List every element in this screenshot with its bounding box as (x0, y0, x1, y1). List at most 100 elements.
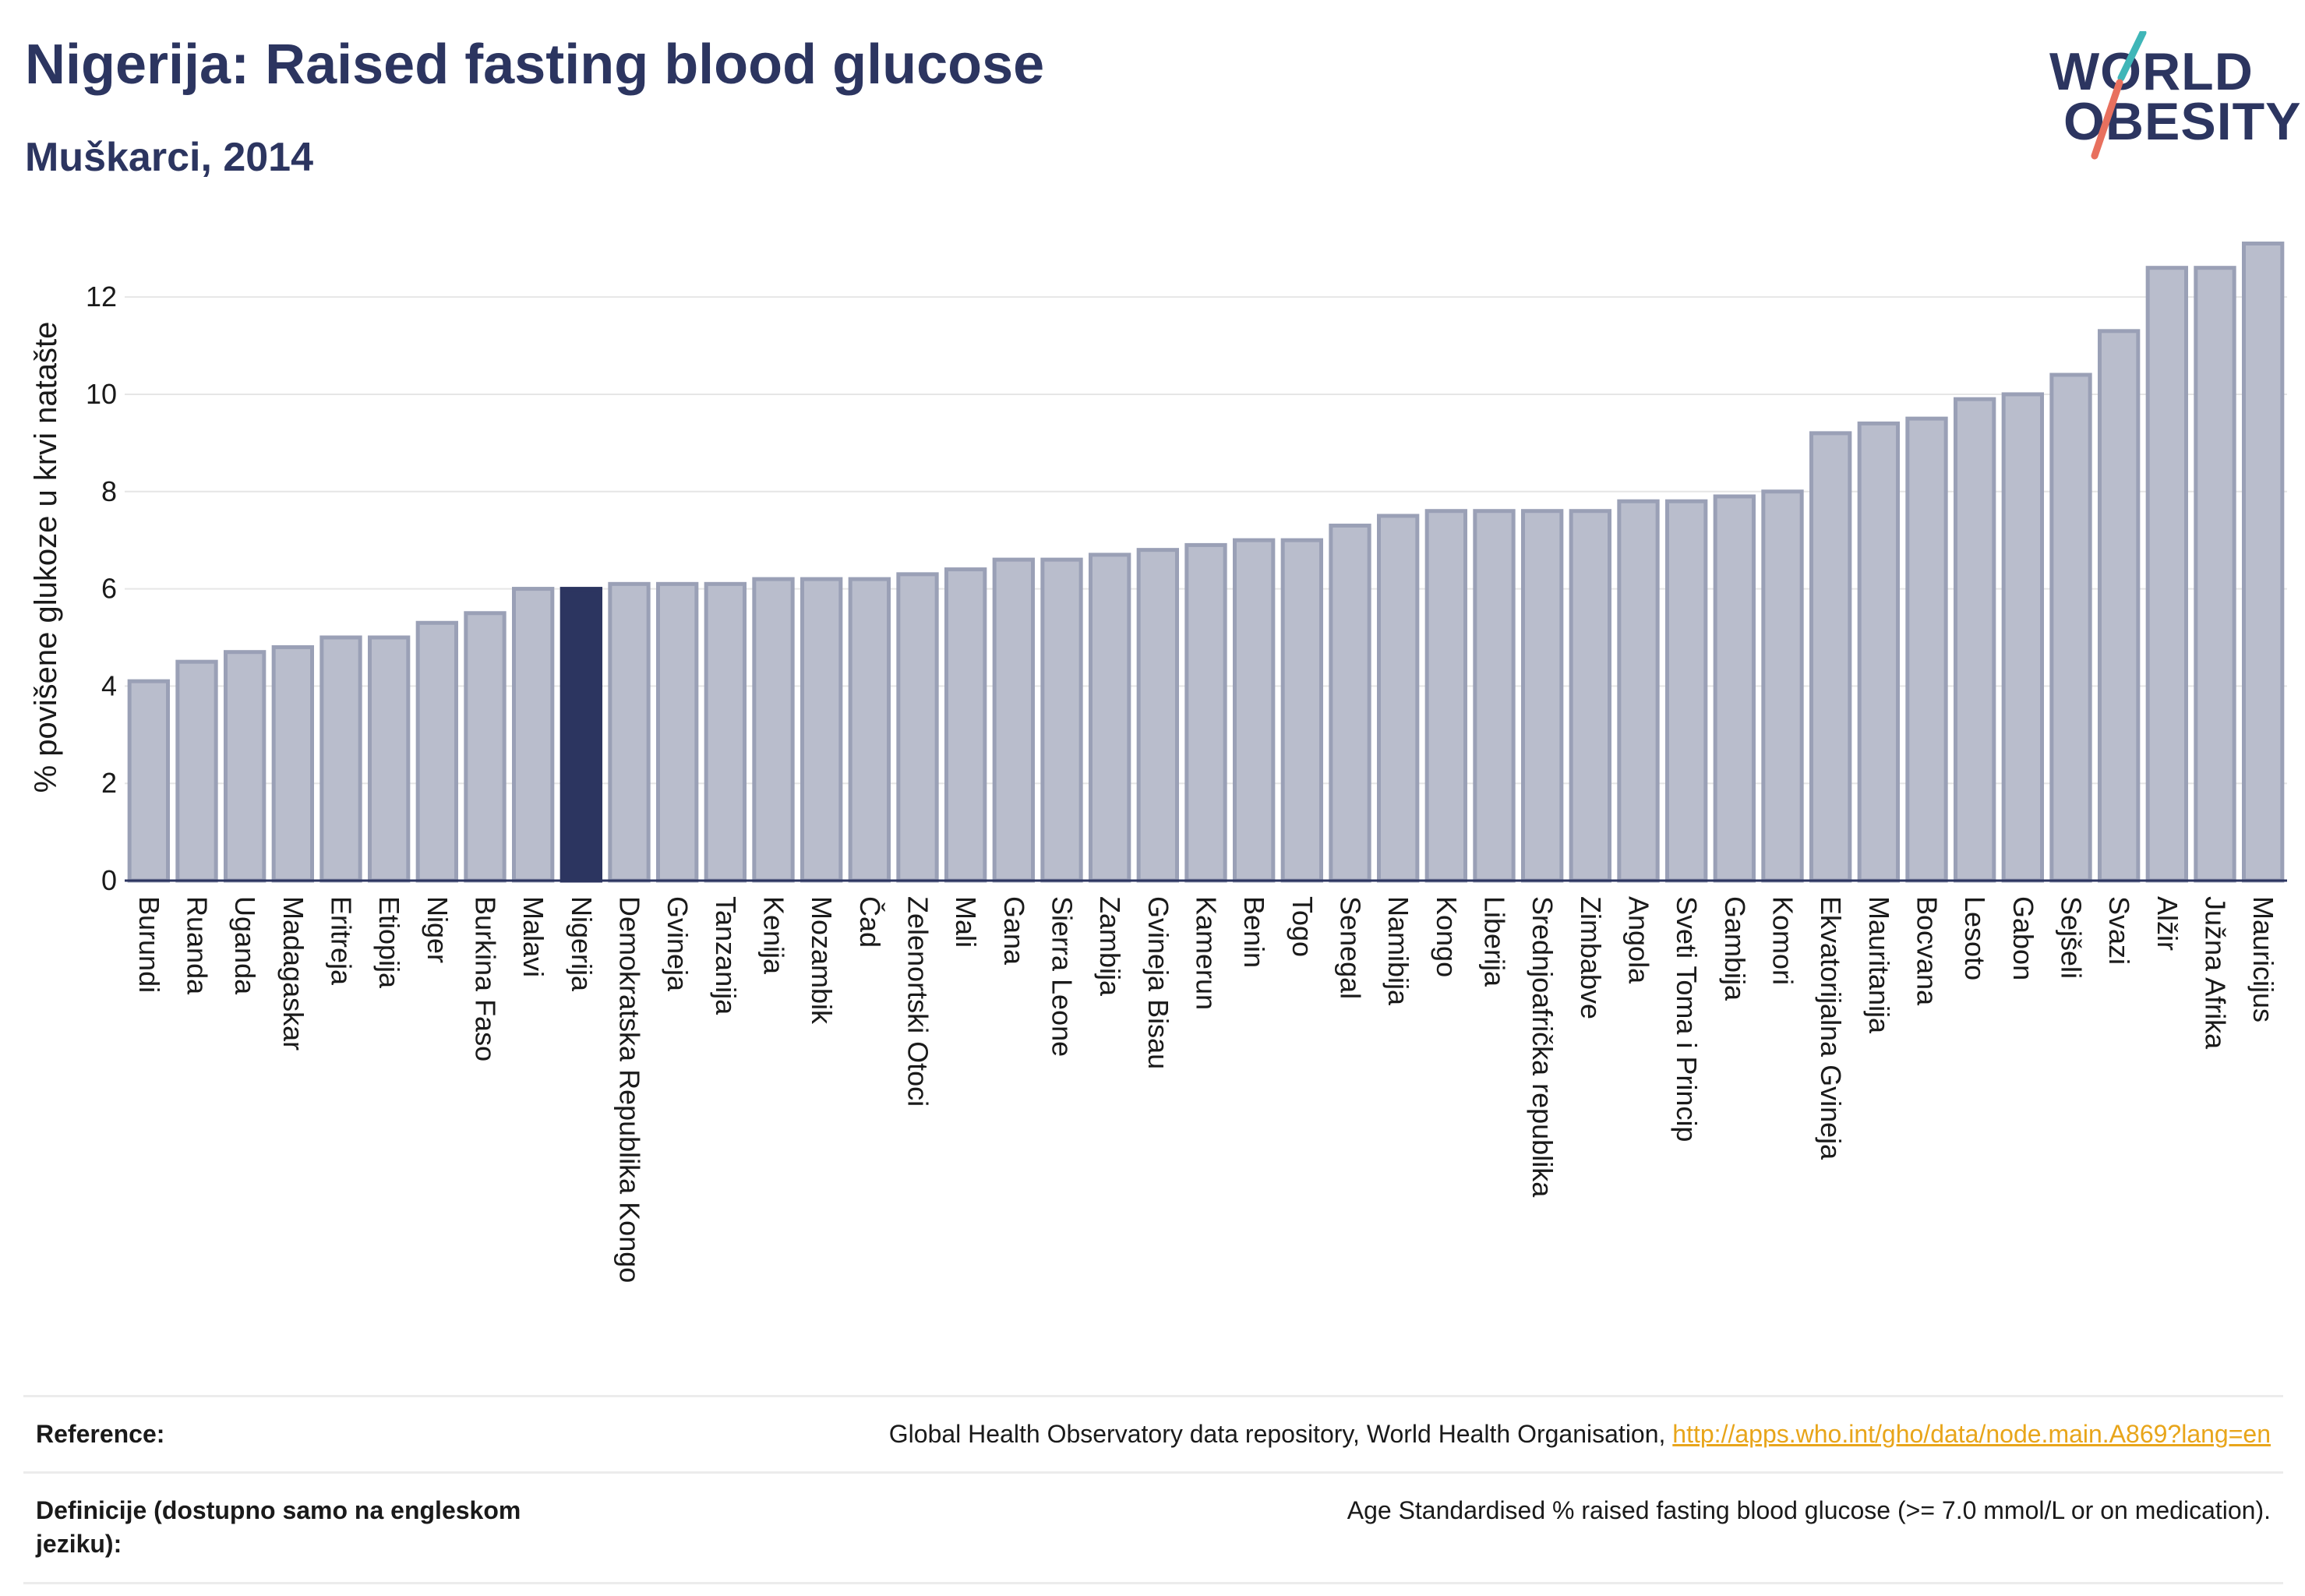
x-tick-label: Uganda (229, 896, 261, 995)
bar-mauricijus (2242, 241, 2285, 883)
bar-južna-afrika (2194, 266, 2236, 883)
bar-angola (1617, 499, 1660, 883)
x-tick-label: Sejšeli (2056, 896, 2088, 979)
bar-alžir (2145, 266, 2189, 883)
bar-madagaskar (271, 644, 314, 883)
bar-mali (944, 567, 987, 883)
bar-gambija (1713, 494, 1756, 883)
x-tick-label: Demokratska Republika Kongo (614, 896, 646, 1283)
bar-burkina-faso (464, 611, 507, 883)
bar-niger (415, 620, 459, 883)
y-axis-label: % povišene glukoze u krvi natašte (29, 322, 63, 793)
bar-srednjoafrička-republika (1521, 509, 1564, 883)
x-tick-label: Zimbabve (1575, 896, 1607, 1019)
bar-kongo (1424, 509, 1467, 883)
bar-bocvana (1905, 416, 1948, 883)
y-tick-label: 0 (101, 864, 117, 896)
x-tick-label: Bocvana (1911, 896, 1943, 1006)
definition-row: Definicije (dostupno samo na engleskom j… (23, 1471, 2283, 1584)
y-tick-label: 10 (86, 378, 117, 410)
bar-zelenortski-otoci (896, 572, 939, 883)
y-axis-ticks: 0 2 4 6 8 10 12 (86, 281, 117, 896)
bar-ruanda (175, 659, 218, 883)
y-tick-label: 6 (101, 573, 117, 605)
x-tick-label: Mozambik (806, 896, 838, 1025)
x-tick-label: Čad (854, 896, 886, 948)
world-obesity-logo: WORLD OBESITY (2034, 31, 2301, 171)
y-tick-label: 4 (101, 669, 117, 701)
bar-sierra-leone (1040, 557, 1083, 883)
y-tick-label: 2 (101, 767, 117, 799)
reference-table: Reference: Global Health Observatory dat… (23, 1395, 2283, 1584)
bar-burundi (127, 679, 171, 883)
x-tick-label: Burkina Faso (470, 896, 502, 1061)
x-tick-label: Gana (998, 896, 1030, 966)
reference-link[interactable]: http://apps.who.int/gho/data/node.main.A… (1672, 1420, 2271, 1448)
x-tick-label: Burundi (133, 896, 165, 993)
bar-mauritanija (1857, 421, 1901, 883)
bar-svazi (2098, 329, 2141, 883)
bar-senegal (1329, 523, 1371, 883)
x-tick-label: Tanzanija (710, 896, 742, 1015)
bar-togo (1280, 538, 1323, 883)
logo-line-1: WORLD (2049, 42, 2254, 101)
x-tick-label: Mauricijus (2247, 896, 2279, 1022)
x-tick-label: Ruanda (182, 896, 214, 995)
x-tick-label: Kongo (1431, 896, 1463, 977)
x-tick-label: Mauritanija (1863, 896, 1895, 1034)
bar-zimbabve (1569, 509, 1611, 883)
bar-nigerija (559, 587, 603, 883)
x-tick-label: Kenija (758, 896, 790, 975)
x-tick-label: Senegal (1335, 896, 1367, 999)
x-tick-label: Lesoto (1959, 896, 1991, 980)
bar-demokratska-republika-kongo (608, 581, 651, 883)
x-tick-label: Namibija (1382, 896, 1414, 1006)
bar-etiopija (368, 635, 411, 883)
x-tick-label: Srednjoafrička republika (1527, 896, 1558, 1198)
x-tick-label: Zambija (1094, 896, 1126, 997)
x-tick-label: Gvineja (662, 896, 694, 992)
bar-čad (848, 577, 891, 883)
bar-gvineja-bisau (1136, 548, 1179, 883)
page-subtitle: Muškarci, 2014 (25, 135, 314, 180)
bar-sveti-toma-i-princip (1665, 499, 1708, 883)
reference-value: Global Health Observatory data repositor… (889, 1418, 2271, 1451)
x-axis-ticks: Burundi Ruanda Uganda Madagaskar Eritreja Eti… (133, 896, 2279, 1283)
definition-value: Age Standardised % raised fasting blood … (1347, 1496, 2271, 1525)
bar-eritreja (319, 635, 362, 883)
bars (127, 241, 2285, 883)
x-tick-label: Komori (1767, 896, 1799, 985)
bar-zambija (1089, 553, 1131, 883)
x-tick-label: Benin (1238, 896, 1270, 968)
x-tick-label: Južna Afrika (2200, 896, 2232, 1050)
bar-tanzanija (704, 581, 747, 883)
x-tick-label: Niger (422, 896, 454, 963)
x-tick-label: Gambija (1719, 896, 1751, 1001)
bar-chart: 0 2 4 6 8 10 12 Burundi Ruanda Uganda Madagaskar E… (29, 241, 2287, 1283)
bar-ekvatorijalna-gvineja (1809, 431, 1852, 883)
x-tick-label: Gabon (2007, 896, 2039, 980)
x-tick-label: Angola (1623, 896, 1655, 984)
x-tick-label: Alžir (2151, 896, 2183, 951)
bar-gvineja (656, 581, 699, 883)
bar-malavi (512, 587, 555, 883)
bar-lesoto (1954, 397, 1996, 883)
bar-gabon (2001, 392, 2045, 883)
bar-namibija (1377, 514, 1420, 883)
x-tick-label: Togo (1287, 896, 1318, 957)
definition-label: Definicije (dostupno samo na engleskom j… (36, 1496, 521, 1559)
reference-row: Reference: Global Health Observatory dat… (23, 1395, 2283, 1471)
bar-liberija (1473, 509, 1516, 883)
bar-kenija (752, 577, 795, 883)
bar-gana (992, 557, 1035, 883)
bar-komori (1761, 489, 1804, 883)
x-tick-label: Sveti Toma i Princip (1671, 896, 1703, 1142)
x-tick-label: Eritreja (326, 896, 358, 986)
x-tick-label: Ekvatorijalna Gvineja (1815, 896, 1847, 1160)
y-tick-label: 12 (86, 281, 117, 312)
bar-benin (1233, 538, 1276, 883)
logo-slash-icon (2091, 31, 2147, 160)
x-tick-label: Mali (950, 896, 982, 948)
bar-sejšeli (2049, 373, 2092, 883)
reference-label: Reference: (36, 1420, 165, 1448)
